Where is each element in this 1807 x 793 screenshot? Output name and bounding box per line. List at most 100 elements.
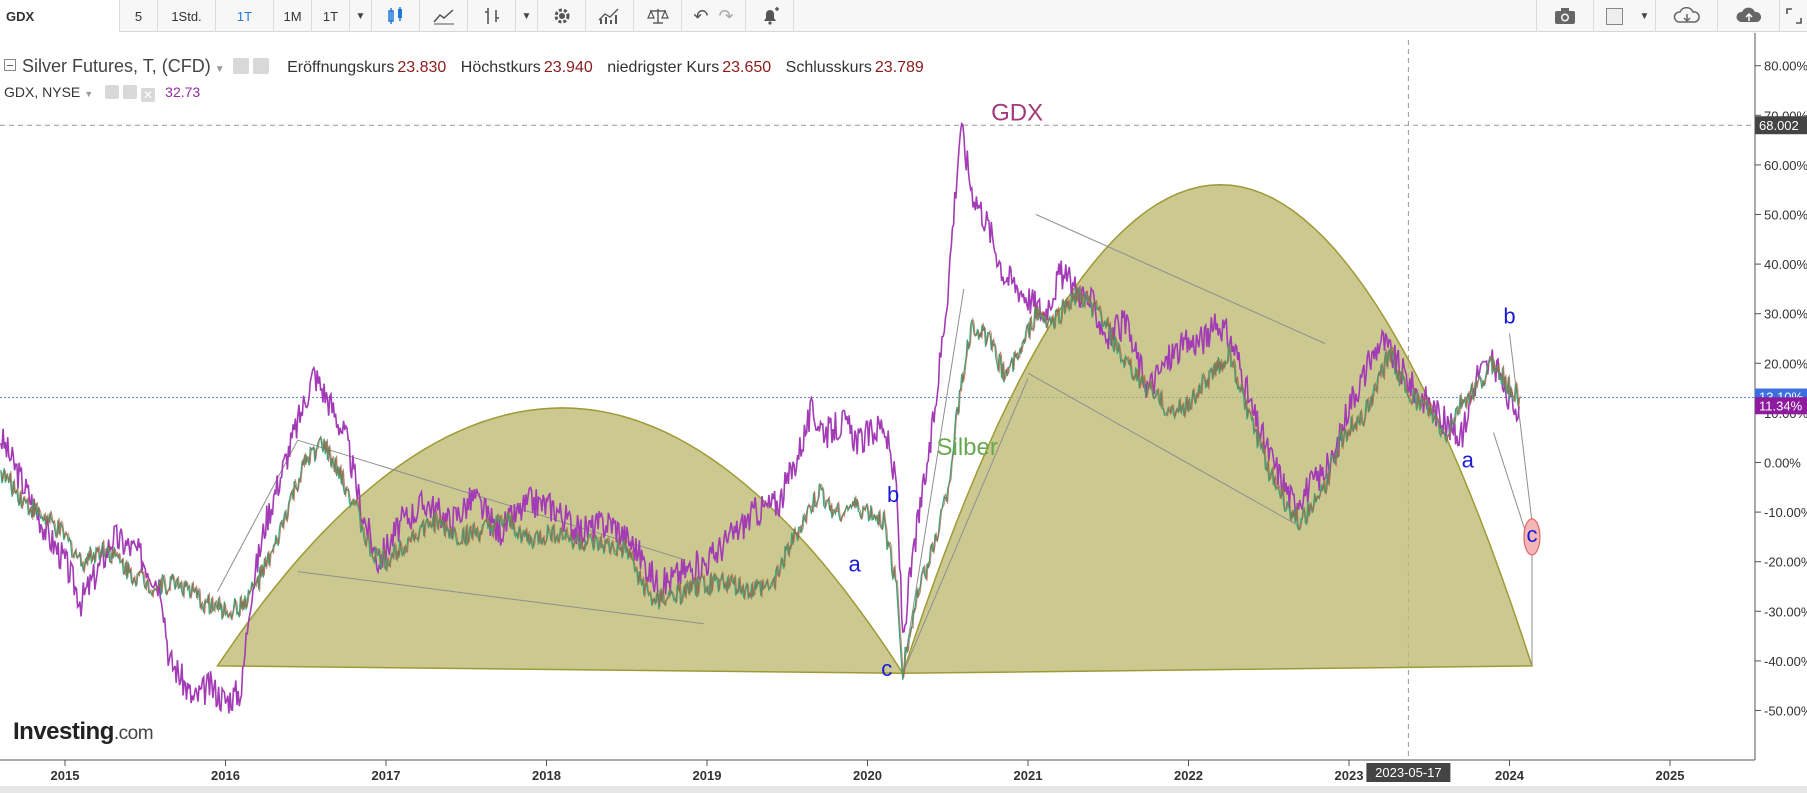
interval-1h-button[interactable]: 1Std. (158, 0, 216, 32)
symbol-input[interactable]: GDX (0, 0, 120, 32)
y-tick-label: 50.00% (1764, 208, 1807, 223)
y-tick-label: 20.00% (1764, 356, 1807, 371)
logo-suffix: .com (113, 723, 154, 744)
undo-redo-group: ↶ ↷ (682, 0, 746, 32)
last-value-tag-bg-1 (1755, 397, 1807, 415)
x-tick-label: 2018 (532, 768, 561, 783)
interval-1m-button[interactable]: 1M (274, 0, 312, 32)
low-value: 23.650 (722, 59, 772, 76)
close-label: Schlusskurs (785, 59, 872, 76)
wave-label-c: c (881, 656, 892, 681)
logo-brand: Investing (13, 718, 114, 745)
x-tick-label: 2025 (1656, 768, 1685, 783)
compare-settings-icon[interactable] (123, 85, 138, 99)
interval-1t-button[interactable]: 1T (312, 0, 350, 32)
chart-axes: 80.00%70.00%60.00%50.00%40.00%30.00%20.0… (0, 59, 1807, 793)
x-tick-label: 2022 (1174, 768, 1203, 783)
wave-label-a: a (849, 552, 862, 577)
wave-label-a: a (1462, 447, 1475, 472)
y-tick-label: -30.00% (1764, 604, 1807, 619)
fullscreen-icon[interactable] (1780, 0, 1807, 32)
y-tick-label: 80.00% (1764, 59, 1807, 74)
arc-annotations (216, 183, 1534, 675)
trend-line-5 (1027, 372, 1302, 528)
trend-line-1 (297, 571, 704, 625)
interval-dropdown-chevron-icon[interactable]: ▼ (350, 0, 372, 32)
interval-5min-button[interactable]: 5 (120, 0, 158, 32)
visibility-toggle-icon[interactable] (232, 58, 249, 74)
series-label-gdx: GDX (991, 99, 1043, 126)
series-menu-chevron-icon[interactable]: ▼ (214, 64, 225, 75)
y-tick-label: 40.00% (1764, 257, 1807, 272)
layout-square-icon[interactable] (1594, 0, 1634, 32)
x-tick-label: 2017 (372, 768, 401, 783)
last-value-tag-1: 11.34% (1759, 398, 1803, 413)
trend-line-3 (902, 378, 1029, 674)
crosshair-x-label: 2023-05-17 (1375, 765, 1442, 780)
crosshair-x-label-bg (1366, 763, 1451, 782)
investing-logo: Investing.com (13, 718, 154, 746)
redo-icon[interactable]: ↷ (718, 5, 734, 26)
main-series-title[interactable]: Silver Futures, T, (CFD) (22, 56, 211, 76)
camera-snapshot-icon[interactable] (1536, 0, 1594, 32)
undo-icon[interactable]: ↶ (693, 5, 709, 26)
y-tick-label: -50.00% (1764, 704, 1807, 719)
y-tick-label: -40.00% (1764, 654, 1807, 669)
compare-remove-close-icon[interactable]: ✕ (141, 88, 156, 102)
cloud-download-icon[interactable] (1656, 0, 1718, 32)
crosshair-y-label: 68.002 (1759, 118, 1799, 133)
trend-line-6 (1509, 333, 1533, 523)
y-tick-label: 30.00% (1764, 307, 1807, 322)
area-chart-type-icon[interactable] (420, 0, 468, 32)
series-line-gdx (0, 121, 1520, 714)
alert-bell-icon[interactable] (746, 0, 794, 32)
close-value: 23.789 (874, 59, 924, 76)
bars-chart-type-icon[interactable] (468, 0, 516, 32)
crosshair-y-label-bg (1755, 116, 1807, 135)
compare-value: 32.73 (165, 84, 201, 100)
open-label: Eröffnungskurs (287, 59, 395, 76)
low-label: niedrigster Kurs (607, 59, 720, 76)
timeline-scrollbar (0, 786, 1807, 793)
compare-visibility-icon[interactable] (105, 85, 120, 99)
cloud-upload-icon[interactable] (1718, 0, 1780, 32)
compare-series-title[interactable]: GDX, NYSE (4, 84, 81, 100)
layout-dropdown-chevron-icon[interactable]: ▼ (1634, 0, 1656, 32)
y-tick-label: -20.00% (1764, 555, 1807, 570)
open-value: 23.830 (397, 59, 447, 76)
y-tick-label: 0.00% (1764, 456, 1801, 471)
x-tick-label: 2023 (1335, 768, 1364, 783)
high-label: Höchstkurs (460, 59, 541, 76)
x-tick-label: 2021 (1014, 768, 1043, 783)
price-series (0, 121, 1521, 714)
candles-chart-type-icon[interactable] (372, 0, 420, 32)
interval-1d-button[interactable]: 1T (216, 0, 274, 32)
x-tick-label: 2016 (211, 768, 240, 783)
compare-series-legend: GDX, NYSE ▼ ✕ 32.73 (4, 84, 200, 102)
indicators-icon[interactable] (586, 0, 634, 32)
wave-label-c: c (1526, 522, 1537, 547)
x-tick-label: 2020 (853, 768, 882, 783)
settings-gear-icon[interactable] (538, 0, 586, 32)
compare-menu-chevron-icon[interactable]: ▼ (84, 89, 94, 99)
series-label-silber: Silber (937, 434, 998, 461)
main-series-legend: Silver Futures, T, (CFD) ▼ Eröffnungskurs… (4, 56, 924, 77)
collapse-legend-icon[interactable] (4, 59, 16, 71)
series-candles-silber (1, 285, 1521, 678)
x-tick-label: 2024 (1495, 768, 1525, 783)
wave-label-b: b (1503, 304, 1515, 329)
top-toolbar: GDX 5 1Std. 1T 1M 1T ▼ ▼ ↶ ↷ (0, 0, 1807, 32)
chart-type-dropdown-chevron-icon[interactable]: ▼ (516, 0, 538, 32)
x-tick-label: 2019 (693, 768, 722, 783)
y-tick-label: -10.00% (1764, 505, 1807, 520)
wave-annotations: GDX Silber a b c a b c (849, 99, 1541, 681)
series-settings-icon[interactable] (252, 58, 269, 74)
trend-line-2 (902, 288, 965, 674)
high-value: 23.940 (543, 59, 593, 76)
trend-line-4 (1035, 214, 1326, 344)
y-tick-label: 60.00% (1764, 158, 1807, 173)
wave-label-b: b (887, 482, 899, 507)
compare-scale-icon[interactable] (634, 0, 682, 32)
